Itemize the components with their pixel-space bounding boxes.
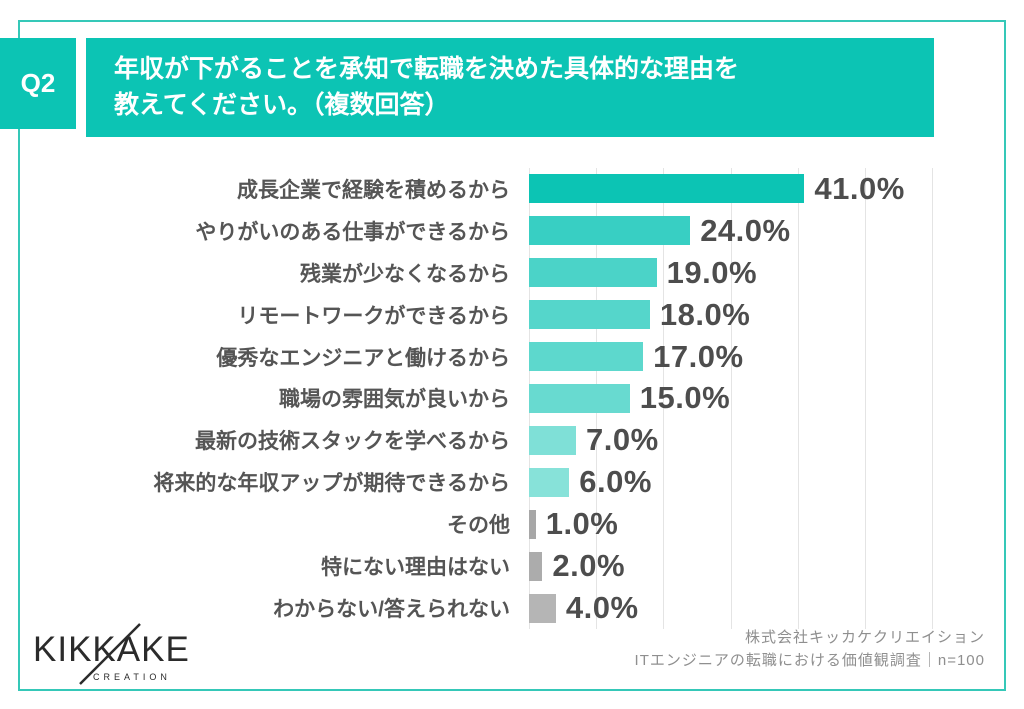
question-number-label: Q2 bbox=[20, 68, 56, 98]
source-attribution: 株式会社キッカケクリエイション ITエンジニアの転職における価値観調査｜n=10… bbox=[635, 627, 985, 672]
bar bbox=[529, 174, 805, 204]
value-label: 15.0% bbox=[639, 380, 731, 416]
gridline bbox=[932, 168, 933, 629]
kikkake-logo-wordmark: KIKKAKE bbox=[33, 630, 190, 669]
bar-track: 17.0% bbox=[529, 339, 932, 374]
logo-slash-icon bbox=[79, 623, 141, 685]
chart-rows: 成長企業で経験を積めるから 41.0% やりがいのある仕事ができるから 24.0% 残業… bbox=[40, 168, 984, 629]
kikkake-logo: KIKKAKE CREATION bbox=[33, 623, 190, 685]
chart-row: 優秀なエンジニアと働けるから 17.0% bbox=[40, 336, 984, 378]
category-label: 職場の雰囲気が良いから bbox=[279, 388, 510, 412]
bar bbox=[529, 425, 577, 455]
bar bbox=[529, 509, 536, 539]
category-label: リモートワークができるから bbox=[237, 304, 510, 328]
bar-track: 18.0% bbox=[529, 297, 932, 332]
bar bbox=[529, 216, 691, 246]
chart-row: やりがいのある仕事ができるから 24.0% bbox=[40, 210, 984, 252]
category-label: 最新の技術スタックを学べるから bbox=[195, 430, 510, 454]
bar bbox=[529, 551, 543, 581]
category-label: 特にない理由はない bbox=[321, 556, 510, 580]
bar-chart: 成長企業で経験を積めるから 41.0% やりがいのある仕事ができるから 24.0% 残業… bbox=[40, 168, 984, 629]
bar bbox=[529, 593, 556, 623]
value-label: 6.0% bbox=[579, 464, 652, 500]
value-label: 2.0% bbox=[552, 548, 626, 584]
value-label: 24.0% bbox=[700, 212, 791, 248]
chart-row: 特にない理由はない 2.0% bbox=[40, 545, 984, 587]
chart-row: わからない/答えられない 4.0% bbox=[40, 587, 984, 629]
bar-track: 2.0% bbox=[529, 548, 932, 583]
category-label: 成長企業で経験を積めるから bbox=[237, 178, 510, 202]
chart-row: 成長企業で経験を積めるから 41.0% bbox=[40, 168, 984, 210]
source-survey-name: ITエンジニアの転職における価値観調査｜n=100 bbox=[634, 651, 985, 669]
chart-row: その他 1.0% bbox=[40, 503, 984, 545]
chart-row: 将来的な年収アップが期待できるから 6.0% bbox=[40, 461, 984, 503]
kikkake-logo-subtext: CREATION bbox=[93, 672, 171, 682]
gridline bbox=[663, 168, 665, 629]
chart-row: リモートワークができるから 18.0% bbox=[40, 294, 984, 336]
category-label: わからない/答えられない bbox=[273, 598, 510, 622]
bar bbox=[529, 467, 570, 497]
category-label: 残業が少なくなるから bbox=[300, 262, 510, 286]
value-label: 18.0% bbox=[659, 296, 751, 332]
category-label: 優秀なエンジニアと働けるから bbox=[216, 346, 510, 370]
bar bbox=[529, 300, 650, 330]
bar-track: 19.0% bbox=[529, 255, 932, 290]
value-label: 4.0% bbox=[565, 590, 639, 626]
bar-track: 4.0% bbox=[529, 590, 932, 625]
category-label: やりがいのある仕事ができるから bbox=[195, 220, 510, 244]
gridline bbox=[730, 168, 732, 629]
bar-track: 15.0% bbox=[529, 380, 932, 415]
bar-track: 24.0% bbox=[529, 213, 932, 248]
question-title-line-1: 年収が下がることを承知で転職を決めた具体的な理由を bbox=[114, 55, 740, 83]
category-label: 将来的な年収アップが期待できるから bbox=[153, 472, 510, 496]
bar bbox=[529, 342, 644, 372]
chart-row: 最新の技術スタックを学べるから 7.0% bbox=[40, 419, 984, 461]
value-label: 19.0% bbox=[666, 254, 758, 290]
value-label: 7.0% bbox=[586, 422, 659, 458]
bar bbox=[529, 258, 657, 288]
chart-row: 残業が少なくなるから 19.0% bbox=[40, 252, 984, 294]
gridline bbox=[797, 168, 799, 629]
value-label: 41.0% bbox=[814, 170, 905, 206]
gridline bbox=[864, 168, 866, 629]
chart-row: 職場の雰囲気が良いから 15.0% bbox=[40, 378, 984, 420]
bar bbox=[529, 383, 630, 413]
bar-track: 41.0% bbox=[529, 171, 932, 206]
bar-track: 7.0% bbox=[529, 422, 932, 457]
question-title: 年収が下がることを承知で転職を決めた具体的な理由を 教えてください。（複数回答） bbox=[86, 38, 934, 137]
value-label: 17.0% bbox=[653, 338, 744, 374]
question-title-line-2: 教えてください。（複数回答） bbox=[114, 91, 450, 120]
content-frame-border bbox=[18, 20, 1006, 691]
value-label: 1.0% bbox=[545, 506, 619, 542]
bar-track: 6.0% bbox=[529, 464, 932, 499]
question-number-badge: Q2 bbox=[0, 38, 76, 129]
source-company: 株式会社キッカケクリエイション bbox=[744, 629, 985, 646]
category-label: その他 bbox=[447, 514, 510, 538]
bar-track: 1.0% bbox=[529, 506, 932, 541]
